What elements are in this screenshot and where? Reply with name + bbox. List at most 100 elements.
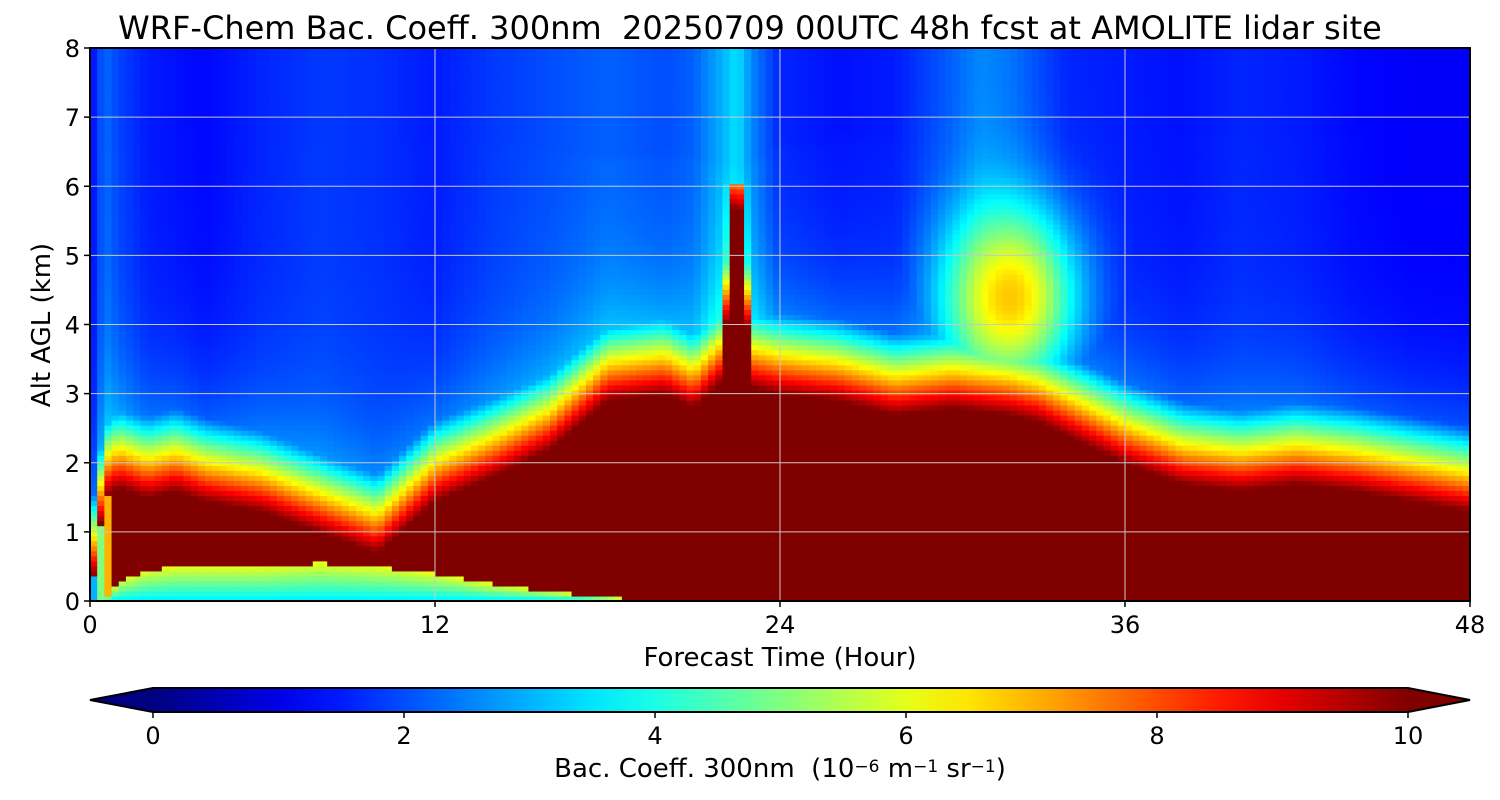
heatmap-cell	[320, 294, 328, 300]
heatmap-cell	[312, 118, 321, 125]
heatmap-cell	[183, 470, 192, 476]
heatmap-cell	[363, 495, 371, 502]
heatmap-cell	[284, 304, 292, 311]
heatmap-cell	[377, 148, 386, 155]
heatmap-cell	[269, 480, 278, 486]
heatmap-cell	[312, 178, 321, 185]
heatmap-cell	[284, 440, 292, 446]
heatmap-cell	[255, 88, 264, 94]
heatmap-cell	[269, 399, 278, 406]
heatmap-cell	[154, 153, 163, 160]
heatmap-cell	[377, 530, 386, 537]
heatmap-cell	[169, 515, 177, 522]
heatmap-cell	[341, 218, 350, 225]
heatmap-cell	[276, 470, 285, 476]
heatmap-cell	[176, 289, 185, 295]
heatmap-cell	[219, 505, 228, 512]
heatmap-cell	[219, 158, 228, 165]
heatmap-cell	[233, 364, 242, 371]
heatmap-cell	[399, 113, 407, 119]
heatmap-cell	[355, 133, 364, 140]
heatmap-cell	[363, 148, 371, 155]
heatmap-cell	[212, 198, 220, 205]
heatmap-cell	[140, 409, 149, 416]
heatmap-cell	[169, 83, 177, 89]
heatmap-cell	[190, 163, 199, 170]
heatmap-cell	[327, 339, 335, 346]
heatmap-cell	[140, 525, 149, 532]
heatmap-cell	[298, 414, 307, 421]
heatmap-cell	[176, 163, 185, 170]
heatmap-cell	[161, 304, 170, 311]
heatmap-cell	[111, 389, 120, 396]
heatmap-cell	[291, 138, 300, 145]
heatmap-cell	[284, 143, 292, 150]
heatmap-cell	[212, 560, 220, 567]
heatmap-cell	[406, 284, 415, 290]
heatmap-cell	[226, 329, 235, 336]
heatmap-cell	[255, 123, 264, 130]
heatmap-cell	[90, 299, 98, 305]
heatmap-cell	[118, 103, 127, 109]
heatmap-cell	[133, 113, 141, 119]
heatmap-cell	[133, 103, 141, 109]
heatmap-cell	[269, 404, 278, 411]
heatmap-cell	[226, 475, 235, 481]
heatmap-cell	[341, 595, 350, 601]
heatmap-cell	[97, 565, 105, 572]
heatmap-cell	[305, 440, 314, 446]
heatmap-cell	[140, 188, 149, 195]
heatmap-cell	[377, 53, 386, 59]
heatmap-cell	[298, 173, 307, 180]
heatmap-cell	[363, 289, 371, 295]
heatmap-cell	[255, 173, 264, 180]
heatmap-cell	[284, 560, 292, 567]
heatmap-cell	[413, 555, 422, 562]
heatmap-cell	[298, 389, 307, 396]
heatmap-cell	[305, 490, 314, 497]
heatmap-cell	[176, 550, 185, 557]
heatmap-cell	[104, 339, 113, 346]
heatmap-cell	[140, 450, 149, 456]
heatmap-cell	[406, 58, 415, 64]
heatmap-cell	[262, 515, 271, 522]
heatmap-cell	[240, 284, 249, 290]
heatmap-cell	[147, 309, 156, 316]
heatmap-cell	[169, 279, 177, 285]
heatmap-cell	[169, 565, 177, 572]
heatmap-cell	[399, 48, 407, 54]
heatmap-cell	[125, 525, 134, 532]
heatmap-cell	[327, 234, 335, 240]
heatmap-cell	[133, 58, 141, 64]
heatmap-cell	[248, 495, 256, 502]
heatmap-cell	[312, 339, 321, 346]
heatmap-cell	[255, 309, 264, 316]
heatmap-cell	[147, 98, 156, 104]
heatmap-cell	[327, 153, 335, 160]
heatmap-cell	[276, 314, 285, 321]
heatmap-cell	[212, 394, 220, 401]
heatmap-cell	[298, 218, 307, 225]
heatmap-cell	[240, 369, 249, 376]
heatmap-cell	[413, 440, 422, 446]
heatmap-cell	[197, 595, 206, 601]
heatmap-cell	[269, 354, 278, 361]
heatmap-cell	[305, 404, 314, 411]
heatmap-cell	[291, 98, 300, 104]
heatmap-cell	[406, 239, 415, 245]
heatmap-cell	[197, 249, 206, 255]
heatmap-cell	[312, 440, 321, 446]
heatmap-cell	[248, 203, 256, 210]
heatmap-cell	[341, 565, 350, 572]
heatmap-cell	[125, 259, 134, 265]
heatmap-cell	[298, 535, 307, 542]
heatmap-cell	[399, 399, 407, 406]
heatmap-cell	[399, 495, 407, 502]
heatmap-cell	[125, 178, 134, 185]
heatmap-cell	[370, 153, 379, 160]
heatmap-cell	[205, 309, 213, 316]
heatmap-cell	[276, 299, 285, 305]
heatmap-cell	[190, 83, 199, 89]
heatmap-cell	[269, 384, 278, 391]
heatmap-cell	[233, 203, 242, 210]
